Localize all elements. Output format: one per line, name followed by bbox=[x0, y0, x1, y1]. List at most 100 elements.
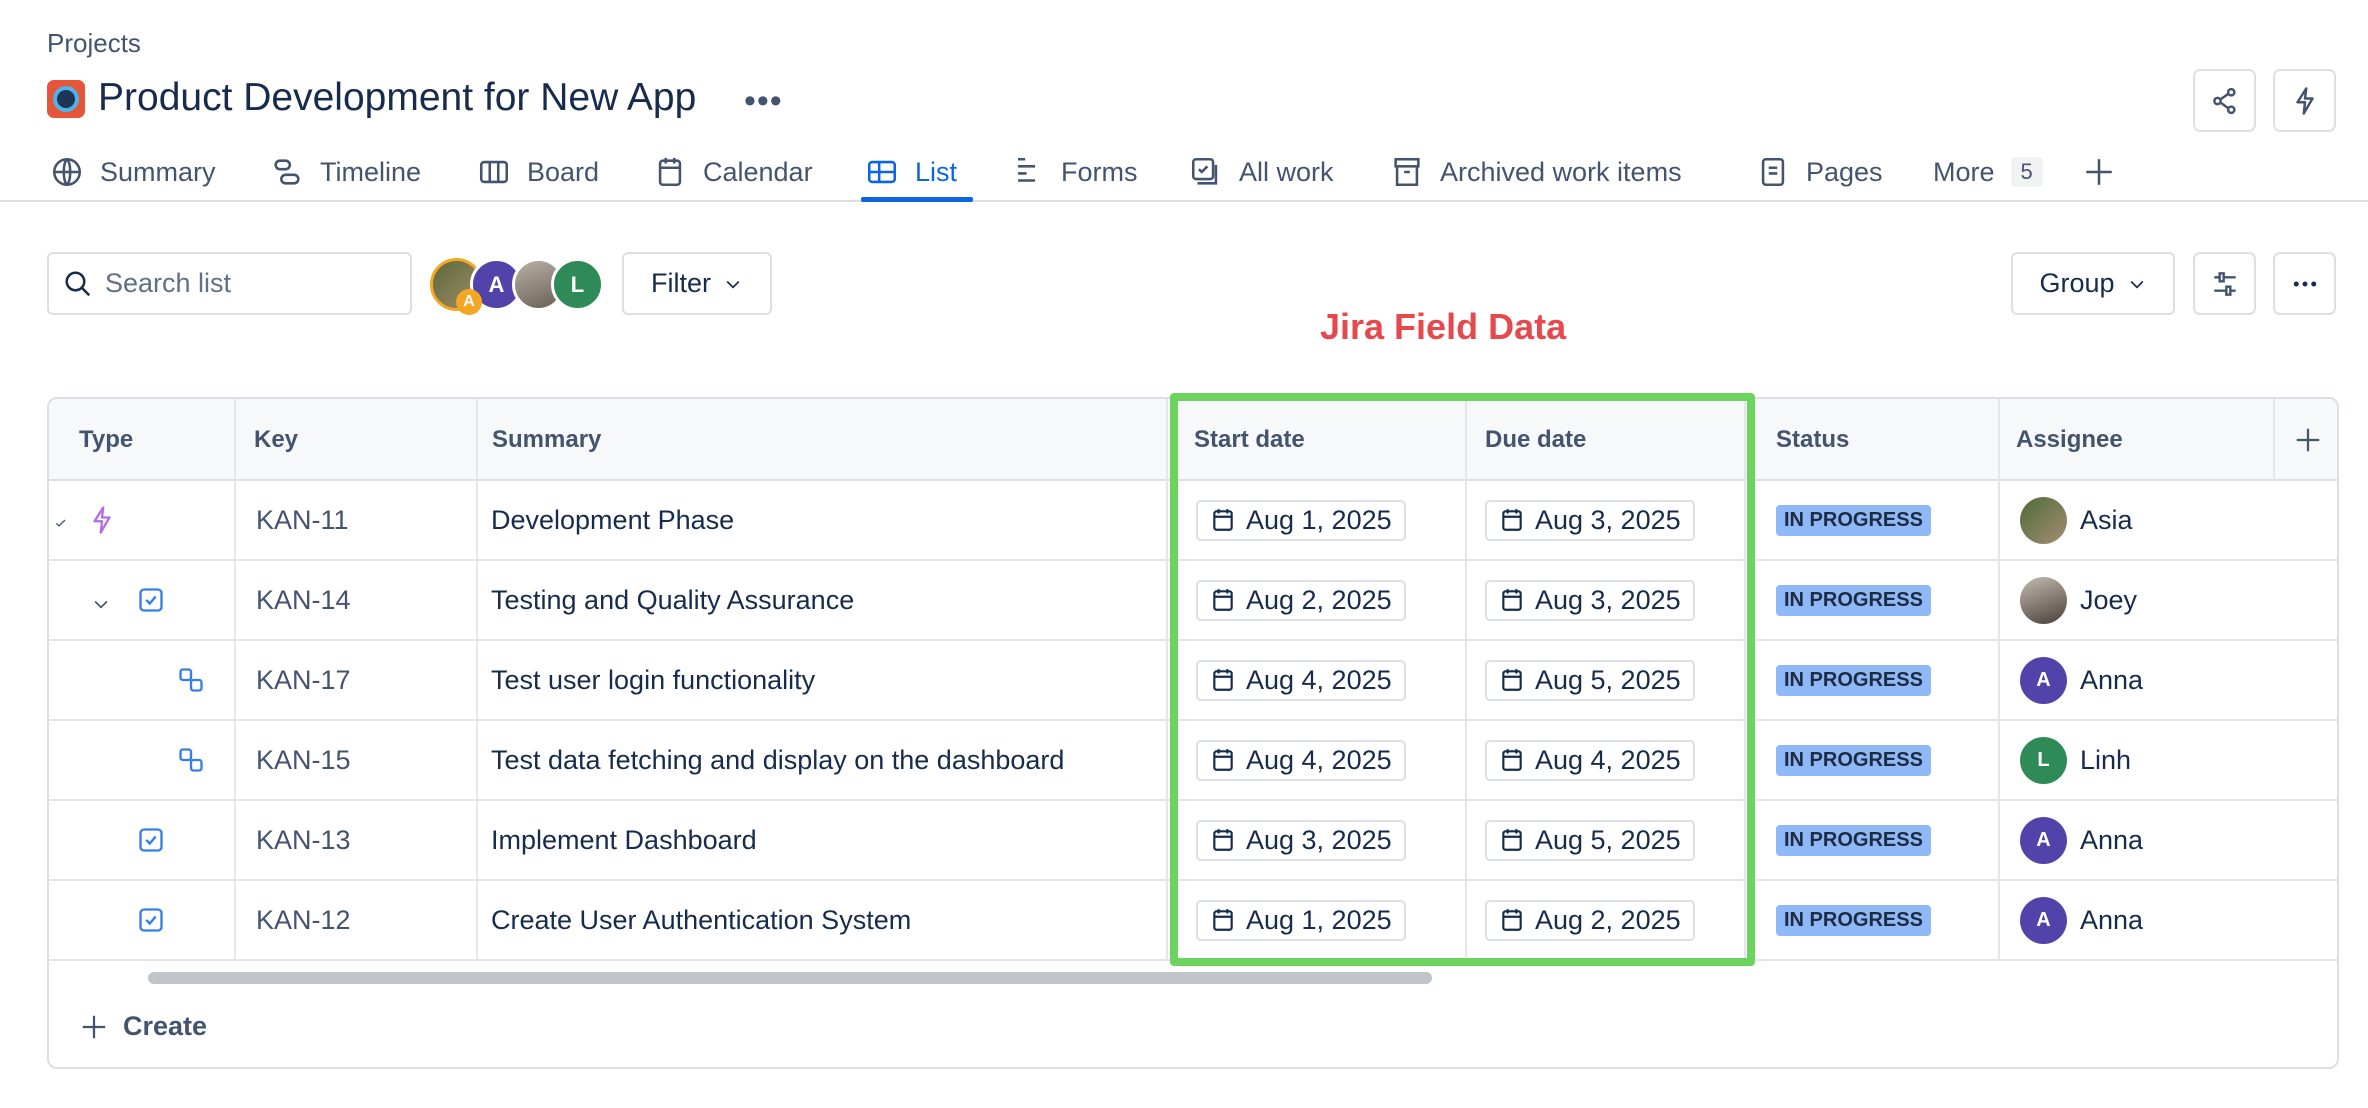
assignee-cell[interactable]: A Anna bbox=[2000, 881, 2275, 959]
due-date-picker[interactable]: Aug 5, 2025 bbox=[1485, 659, 1695, 701]
table-row[interactable]: KAN-15 Test data fetching and display on… bbox=[49, 721, 2337, 801]
tab-archived-work-items[interactable]: Archived work items bbox=[1390, 152, 1682, 192]
key-cell[interactable]: KAN-15 bbox=[236, 721, 478, 799]
column-header-due-date[interactable]: Due date bbox=[1467, 399, 1746, 481]
table-row[interactable]: KAN-13 Implement Dashboard Aug 3, 2025 A… bbox=[49, 801, 2337, 881]
tab-calendar[interactable]: Calendar bbox=[653, 152, 813, 192]
calendar-icon bbox=[1502, 829, 1522, 851]
key-cell[interactable]: KAN-17 bbox=[236, 641, 478, 719]
start-date-picker[interactable]: Aug 4, 2025 bbox=[1196, 659, 1406, 701]
assignee-cell[interactable]: L Linh bbox=[2000, 721, 2275, 799]
assignee-name: Asia bbox=[2080, 504, 2133, 535]
status-cell: IN PROGRESS bbox=[1746, 881, 2000, 959]
filter-button[interactable]: Filter bbox=[622, 252, 772, 315]
tab-list[interactable]: List bbox=[865, 152, 957, 192]
tab-more[interactable]: More 5 bbox=[1933, 152, 2043, 192]
add-tab-button[interactable] bbox=[2082, 152, 2116, 192]
start-date-picker[interactable]: Aug 4, 2025 bbox=[1196, 739, 1406, 781]
summary-cell[interactable]: Implement Dashboard bbox=[478, 801, 1168, 879]
create-button[interactable]: Create bbox=[79, 1011, 207, 1042]
status-badge[interactable]: IN PROGRESS bbox=[1776, 824, 1931, 856]
group-button[interactable]: Group bbox=[2011, 252, 2175, 315]
due-date-value: Aug 5, 2025 bbox=[1535, 824, 1681, 855]
plus-icon bbox=[2296, 428, 2320, 452]
group-label: Group bbox=[2039, 268, 2115, 298]
assignee-cell[interactable]: A Anna bbox=[2000, 801, 2275, 879]
tab-forms[interactable]: Forms bbox=[1011, 152, 1138, 192]
table-row[interactable]: KAN-17 Test user login functionality Aug… bbox=[49, 641, 2337, 721]
project-logo-icon bbox=[47, 80, 85, 118]
breadcrumb-projects[interactable]: Projects bbox=[47, 28, 141, 58]
horizontal-scrollbar[interactable] bbox=[148, 972, 1432, 984]
tab-timeline[interactable]: Timeline bbox=[270, 152, 421, 192]
more-actions-button[interactable] bbox=[2273, 252, 2336, 315]
add-column-button[interactable] bbox=[2275, 399, 2337, 481]
table-row[interactable]: KAN-14 Testing and Quality Assurance Aug… bbox=[49, 561, 2337, 641]
tab-all-work[interactable]: All work bbox=[1189, 152, 1334, 192]
start-date-picker[interactable]: Aug 1, 2025 bbox=[1196, 499, 1406, 541]
tab-summary[interactable]: Summary bbox=[50, 152, 216, 192]
key-cell[interactable]: KAN-13 bbox=[236, 801, 478, 879]
due-date-picker[interactable]: Aug 4, 2025 bbox=[1485, 739, 1695, 781]
due-date-picker[interactable]: Aug 5, 2025 bbox=[1485, 819, 1695, 861]
start-date-cell: Aug 4, 2025 bbox=[1168, 641, 1467, 719]
table-row[interactable]: KAN-11 Development Phase Aug 1, 2025 Aug… bbox=[49, 481, 2337, 561]
assignee-avatar: A bbox=[2020, 656, 2067, 704]
column-header-assignee[interactable]: Assignee bbox=[2000, 399, 2275, 481]
column-header-key[interactable]: Key bbox=[236, 399, 478, 481]
key-cell[interactable]: KAN-11 bbox=[236, 481, 478, 559]
work-items-table: Type Key Summary Start date Due date Sta… bbox=[47, 397, 2339, 1069]
assignee-cell[interactable]: A Anna bbox=[2000, 641, 2275, 719]
table-row[interactable]: KAN-12 Create User Authentication System… bbox=[49, 881, 2337, 961]
calendar-icon bbox=[1213, 669, 1233, 691]
assignee-name: Anna bbox=[2080, 904, 2144, 935]
list-icon bbox=[867, 160, 897, 184]
summary-cell[interactable]: Testing and Quality Assurance bbox=[478, 561, 1168, 639]
summary-cell[interactable]: Development Phase bbox=[478, 481, 1168, 559]
start-date-value: Aug 4, 2025 bbox=[1246, 744, 1392, 775]
summary-cell[interactable]: Test user login functionality bbox=[478, 641, 1168, 719]
summary-cell[interactable]: Create User Authentication System bbox=[478, 881, 1168, 959]
assignee-cell[interactable]: Asia bbox=[2000, 481, 2275, 559]
calendar-icon bbox=[1502, 749, 1522, 771]
project-more-button[interactable]: ••• bbox=[744, 82, 783, 120]
tab-pages[interactable]: Pages bbox=[1756, 152, 1883, 192]
archive-icon bbox=[1394, 157, 1420, 187]
due-date-picker[interactable]: Aug 2, 2025 bbox=[1485, 899, 1695, 941]
chevron-down-icon[interactable] bbox=[53, 515, 69, 531]
start-date-picker[interactable]: Aug 1, 2025 bbox=[1196, 899, 1406, 941]
column-header-type[interactable]: Type bbox=[49, 399, 236, 481]
column-header-summary[interactable]: Summary bbox=[478, 399, 1168, 481]
avatar-filter-linh[interactable]: L bbox=[551, 258, 604, 311]
status-badge[interactable]: IN PROGRESS bbox=[1776, 504, 1931, 536]
automation-button[interactable] bbox=[2273, 69, 2336, 132]
key-cell[interactable]: KAN-14 bbox=[236, 561, 478, 639]
calendar-icon bbox=[658, 157, 682, 187]
sliders-icon bbox=[2213, 271, 2236, 296]
expand-chevron[interactable] bbox=[91, 590, 111, 621]
share-button[interactable] bbox=[2193, 69, 2256, 132]
start-date-picker[interactable]: Aug 2, 2025 bbox=[1196, 579, 1406, 621]
status-badge[interactable]: IN PROGRESS bbox=[1776, 584, 1931, 616]
tab-label: Forms bbox=[1061, 156, 1138, 187]
tab-board[interactable]: Board bbox=[477, 152, 599, 192]
start-date-cell: Aug 4, 2025 bbox=[1168, 721, 1467, 799]
start-date-picker[interactable]: Aug 3, 2025 bbox=[1196, 819, 1406, 861]
collapse-chevron[interactable] bbox=[53, 512, 69, 537]
status-badge[interactable]: IN PROGRESS bbox=[1776, 664, 1931, 696]
column-header-status[interactable]: Status bbox=[1746, 399, 2000, 481]
assignee-cell[interactable]: Joey bbox=[2000, 561, 2275, 639]
key-cell[interactable]: KAN-12 bbox=[236, 881, 478, 959]
chevron-down-icon[interactable] bbox=[91, 594, 111, 614]
status-badge[interactable]: IN PROGRESS bbox=[1776, 904, 1931, 936]
status-badge[interactable]: IN PROGRESS bbox=[1776, 744, 1931, 776]
view-settings-button[interactable] bbox=[2193, 252, 2256, 315]
due-date-picker[interactable]: Aug 3, 2025 bbox=[1485, 499, 1695, 541]
column-header-start-date[interactable]: Start date bbox=[1168, 399, 1467, 481]
summary-cell[interactable]: Test data fetching and display on the da… bbox=[478, 721, 1168, 799]
task-icon bbox=[137, 826, 165, 861]
task-icon bbox=[137, 586, 165, 621]
start-date-cell: Aug 1, 2025 bbox=[1168, 481, 1467, 559]
search-input[interactable]: Search list bbox=[47, 252, 412, 315]
due-date-picker[interactable]: Aug 3, 2025 bbox=[1485, 579, 1695, 621]
